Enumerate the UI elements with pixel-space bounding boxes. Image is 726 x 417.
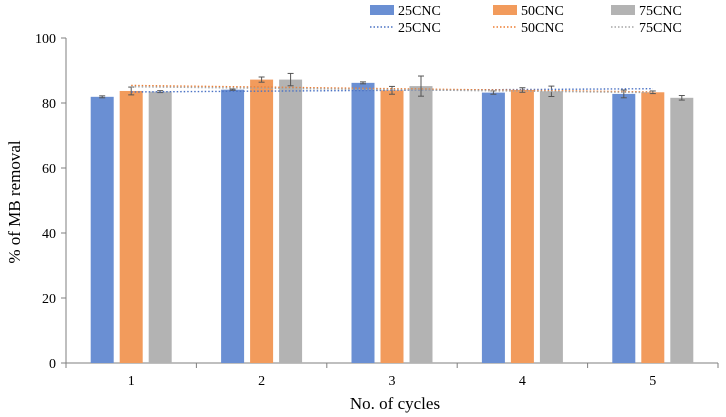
bar-75CNC (539, 91, 563, 364)
x-tick-label: 4 (519, 374, 526, 389)
y-tick-label: 0 (49, 357, 56, 372)
trendlines (131, 84, 653, 94)
y-tick-label: 40 (42, 227, 56, 242)
axes: 0 20 40 60 80 100 1 2 3 4 5 (35, 32, 719, 389)
y-tick-label: 20 (42, 292, 56, 307)
bar-25CNC (221, 89, 245, 364)
legend-label-25CNC: 25CNC (398, 4, 441, 19)
y-tick-label: 100 (35, 32, 56, 47)
y-axis-label: % of MB removal (5, 140, 24, 264)
bar-50CNC (641, 92, 665, 364)
y-tick-label: 60 (42, 162, 56, 177)
bar-25CNC (90, 96, 114, 363)
legend-label-75CNC: 75CNC (639, 4, 682, 19)
bar-75CNC (670, 97, 694, 364)
bar-25CNC (351, 82, 375, 363)
x-tick-label: 3 (389, 374, 396, 389)
x-tick-label: 5 (649, 374, 656, 389)
bar-75CNC (148, 91, 172, 363)
bar-25CNC (481, 92, 505, 363)
legend-swatch-50CNC (493, 5, 517, 15)
bar-50CNC (250, 79, 274, 363)
legend-swatch-75CNC (611, 5, 635, 15)
legend-trend-label-50CNC: 50CNC (521, 21, 564, 36)
bars (90, 79, 694, 364)
trendline-25CNC (131, 88, 653, 93)
legend-trend-label-75CNC: 75CNC (639, 21, 682, 36)
x-tick-label: 2 (258, 374, 265, 389)
bar-50CNC (380, 90, 404, 363)
legend-swatch-25CNC (370, 5, 394, 15)
legend-label-50CNC: 50CNC (521, 4, 564, 19)
bar-50CNC (119, 90, 143, 363)
x-tick-label: 1 (128, 374, 135, 389)
bar-75CNC (409, 86, 433, 363)
bar-75CNC (279, 79, 303, 363)
legend-trend-label-25CNC: 25CNC (398, 21, 441, 36)
trendline-75CNC (131, 86, 653, 94)
legend: 25CNC 50CNC 75CNC 25CNC 50CNC 75CNC (370, 4, 682, 36)
bar-25CNC (612, 93, 636, 364)
x-axis-label: No. of cycles (350, 394, 440, 413)
trendline-50CNC (131, 84, 653, 93)
error-bars (99, 72, 685, 101)
y-tick-label: 80 (42, 97, 56, 112)
bar-50CNC (510, 90, 534, 363)
